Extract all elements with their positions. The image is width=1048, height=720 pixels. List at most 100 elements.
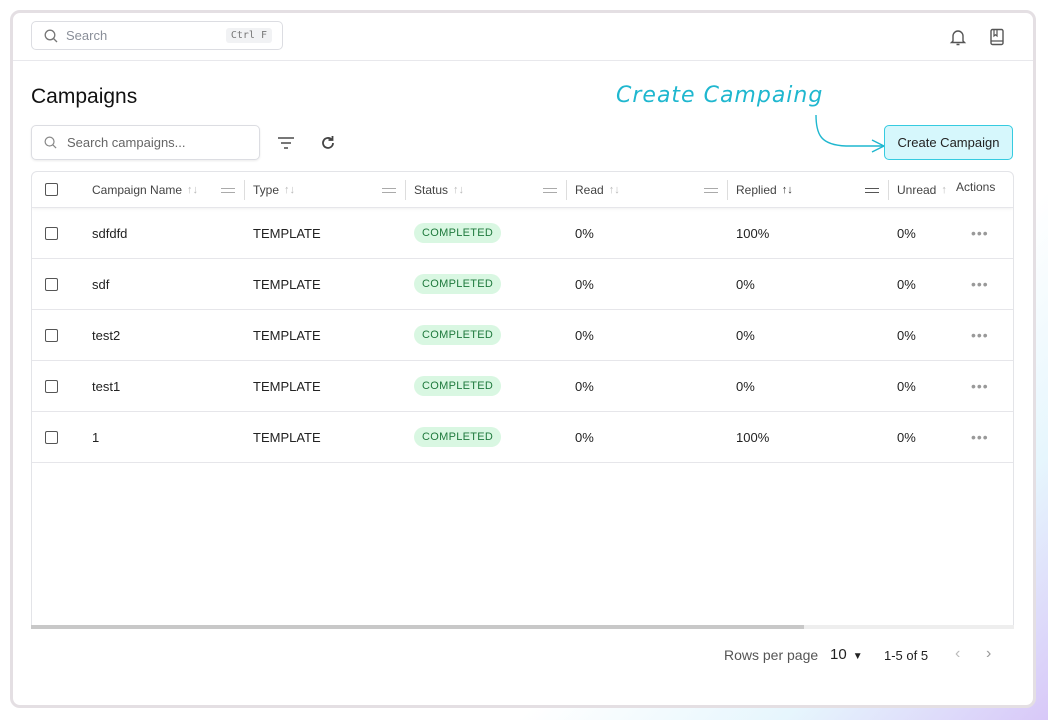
- replied-rate: 0%: [736, 276, 755, 292]
- pagination: Rows per page 10 ▼ 1-5 of 5 ‹ ›: [13, 643, 1033, 667]
- read-rate: 0%: [575, 225, 594, 241]
- column-menu-icon[interactable]: [382, 188, 396, 193]
- rows-per-page-select[interactable]: 10 ▼: [830, 646, 863, 663]
- bell-icon[interactable]: [948, 27, 968, 47]
- sort-icon[interactable]: ↑↓: [284, 183, 296, 196]
- replied-rate: 0%: [736, 327, 755, 343]
- replied-rate: 0%: [736, 378, 755, 394]
- sort-icon[interactable]: ↑↓: [187, 183, 199, 196]
- rows-per-page-label: Rows per page: [724, 647, 819, 663]
- campaign-type: TEMPLATE: [253, 327, 321, 343]
- global-search-input[interactable]: Search Ctrl F: [31, 21, 283, 50]
- filter-icon[interactable]: [277, 135, 295, 151]
- global-search-placeholder: Search: [66, 28, 108, 43]
- campaign-type: TEMPLATE: [253, 225, 321, 241]
- table-header: Campaign Name ↑↓ Type ↑↓ Status ↑↓ Read ↑↓ R…: [32, 172, 1013, 208]
- dropdown-caret-icon: ▼: [852, 651, 863, 662]
- column-status[interactable]: Status ↑↓: [414, 172, 464, 207]
- campaign-name[interactable]: test2: [92, 327, 121, 343]
- book-icon[interactable]: [987, 27, 1007, 47]
- column-label: Replied: [736, 182, 777, 197]
- column-label: Actions: [956, 179, 996, 194]
- campaigns-table: Campaign Name ↑↓ Type ↑↓ Status ↑↓ Read ↑↓ R…: [31, 171, 1014, 627]
- create-campaign-button[interactable]: Create Campaign: [884, 125, 1013, 160]
- column-resize-handle[interactable]: [888, 180, 889, 200]
- rows-per-page-value: 10: [830, 646, 847, 663]
- sort-icon[interactable]: ↑: [941, 183, 947, 196]
- column-label: Campaign Name: [92, 182, 183, 197]
- more-actions-icon[interactable]: •••: [971, 429, 989, 445]
- unread-rate: 0%: [897, 276, 916, 292]
- column-label: Unread: [897, 182, 937, 197]
- status-badge: COMPLETED: [414, 376, 502, 396]
- replied-rate: 100%: [736, 225, 770, 241]
- more-actions-icon[interactable]: •••: [971, 225, 989, 241]
- column-menu-icon[interactable]: [221, 188, 235, 193]
- column-label: Status: [414, 182, 449, 197]
- column-resize-handle[interactable]: [244, 180, 245, 200]
- read-rate: 0%: [575, 378, 594, 394]
- read-rate: 0%: [575, 429, 594, 445]
- top-bar: Search Ctrl F: [13, 13, 1033, 61]
- column-menu-icon[interactable]: [704, 188, 718, 193]
- row-checkbox[interactable]: [45, 379, 58, 393]
- unread-rate: 0%: [897, 429, 916, 445]
- search-icon: [44, 29, 58, 42]
- column-resize-handle[interactable]: [566, 180, 567, 200]
- column-type[interactable]: Type ↑↓: [253, 172, 295, 207]
- campaign-search-placeholder: Search campaigns...: [67, 135, 186, 150]
- prev-page-icon[interactable]: ‹: [955, 645, 961, 662]
- shortcut-hint: Ctrl F: [225, 28, 272, 43]
- column-label: Type: [253, 182, 280, 197]
- table-row[interactable]: test2 TEMPLATE COMPLETED 0% 0% 0% •••: [32, 310, 1013, 361]
- row-checkbox[interactable]: [45, 328, 58, 342]
- column-resize-handle[interactable]: [727, 180, 728, 200]
- table-row[interactable]: 1 TEMPLATE COMPLETED 0% 100% 0% •••: [32, 412, 1013, 463]
- column-resize-handle[interactable]: [405, 180, 406, 200]
- status-badge: COMPLETED: [414, 223, 502, 243]
- status-badge: COMPLETED: [414, 274, 502, 294]
- sort-icon[interactable]: ↑↓: [608, 183, 620, 196]
- replied-rate: 100%: [736, 429, 770, 445]
- column-campaign-name[interactable]: Campaign Name ↑↓: [92, 172, 198, 207]
- refresh-icon[interactable]: [319, 134, 337, 152]
- row-checkbox[interactable]: [45, 226, 58, 240]
- more-actions-icon[interactable]: •••: [971, 327, 989, 343]
- campaign-name[interactable]: 1: [92, 429, 100, 445]
- read-rate: 0%: [575, 327, 594, 343]
- select-all-checkbox[interactable]: [45, 183, 58, 196]
- sort-icon[interactable]: ↑↓: [781, 183, 793, 196]
- status-badge: COMPLETED: [414, 427, 502, 447]
- column-unread[interactable]: Unread ↑: [897, 172, 947, 207]
- read-rate: 0%: [575, 276, 594, 292]
- sort-icon[interactable]: ↑↓: [453, 183, 465, 196]
- column-read[interactable]: Read ↑↓: [575, 172, 620, 207]
- row-checkbox[interactable]: [45, 430, 58, 444]
- campaign-name[interactable]: test1: [92, 378, 121, 394]
- status-badge: COMPLETED: [414, 325, 502, 345]
- unread-rate: 0%: [897, 225, 916, 241]
- more-actions-icon[interactable]: •••: [971, 276, 989, 292]
- annotation-arrow-icon: [815, 114, 886, 153]
- campaign-name[interactable]: sdfdfd: [92, 225, 128, 241]
- app-window: Search Ctrl F Campaigns Search campaigns…: [10, 10, 1036, 708]
- table-row[interactable]: sdf TEMPLATE COMPLETED 0% 0% 0% •••: [32, 259, 1013, 310]
- page-range: 1-5 of 5: [884, 648, 929, 663]
- unread-rate: 0%: [897, 378, 916, 394]
- column-replied[interactable]: Replied ↑↓: [736, 172, 793, 207]
- column-menu-icon[interactable]: [865, 188, 879, 193]
- unread-rate: 0%: [897, 327, 916, 343]
- column-menu-icon[interactable]: [543, 188, 557, 193]
- row-checkbox[interactable]: [45, 277, 58, 291]
- campaign-type: TEMPLATE: [253, 378, 321, 394]
- annotation-label: Create Campaing: [616, 83, 824, 108]
- next-page-icon[interactable]: ›: [986, 645, 992, 662]
- table-row[interactable]: sdfdfd TEMPLATE COMPLETED 0% 100% 0% •••: [32, 208, 1013, 259]
- horizontal-scrollbar[interactable]: [31, 625, 1014, 629]
- campaign-name[interactable]: sdf: [92, 276, 110, 292]
- column-label: Read: [575, 182, 604, 197]
- scrollbar-thumb[interactable]: [31, 625, 804, 629]
- table-row[interactable]: test1 TEMPLATE COMPLETED 0% 0% 0% •••: [32, 361, 1013, 412]
- more-actions-icon[interactable]: •••: [971, 378, 989, 394]
- campaign-search-input[interactable]: Search campaigns...: [31, 125, 260, 160]
